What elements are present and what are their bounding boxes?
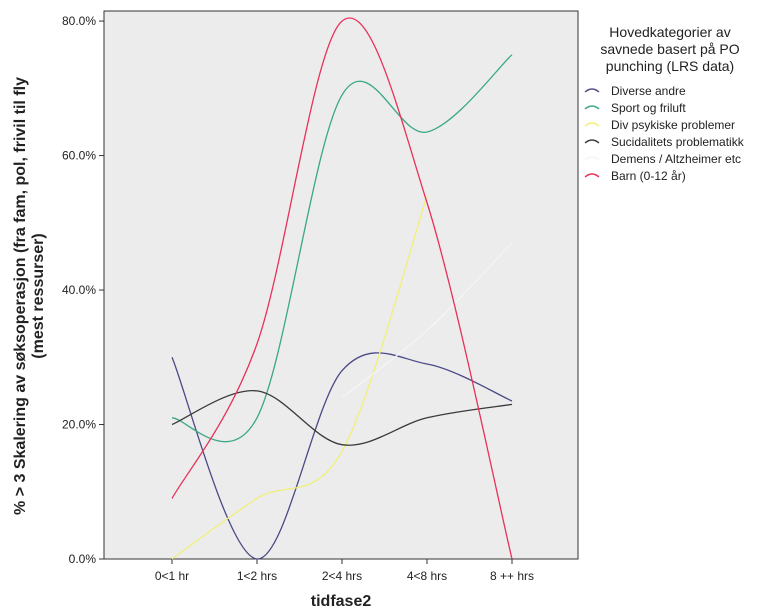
y-tick-label: 40.0% xyxy=(62,283,96,297)
series-line-sport-og-friluft xyxy=(171,54,513,443)
y-axis-title: % > 3 Skalering av søksoperasjon (fra fa… xyxy=(12,77,47,515)
legend-swatch xyxy=(584,122,600,127)
legend: Hovedkategorier av savnede basert på PO … xyxy=(584,24,745,183)
y-axis: 0.0% 20.0% 40.0% 60.0% 80.0% xyxy=(62,14,104,566)
y-tick-label: 20.0% xyxy=(62,418,96,432)
series-line-barn-0-12-r xyxy=(171,17,513,560)
series-lines xyxy=(171,17,513,560)
x-axis-title: tidfase2 xyxy=(311,593,372,610)
legend-title-line-2: savnede basert på PO xyxy=(600,41,739,57)
x-axis: 0<1 hr 1<2 hrs 2<4 hrs 4<8 hrs 8 ++ hrs xyxy=(155,559,534,583)
plot-area xyxy=(103,10,579,560)
legend-title-line-1: Hovedkategorier av xyxy=(609,24,730,40)
legend-title-line-3: punching (LRS data) xyxy=(606,58,734,74)
legend-items: Diverse andre Sport og friluft Div psykisk… xyxy=(584,84,745,183)
y-tick-label: 60.0% xyxy=(62,149,96,163)
legend-swatch xyxy=(584,156,600,161)
legend-label: Div psykiske problemer xyxy=(611,118,735,132)
series-line-demens-altzheimer-etc xyxy=(341,242,513,399)
y-tick-label: 80.0% xyxy=(62,14,96,28)
x-tick-label: 1<2 hrs xyxy=(237,569,277,583)
x-tick-label: 8 ++ hrs xyxy=(490,569,534,583)
series-line-div-psykiske-problemer xyxy=(171,195,428,560)
legend-swatch xyxy=(584,88,600,93)
legend-label: Sucidalitets problematikk xyxy=(611,135,745,149)
legend-label: Diverse andre xyxy=(611,84,686,98)
legend-swatch xyxy=(584,105,600,110)
legend-label: Barn (0-12 år) xyxy=(611,169,686,183)
y-axis-title-line-1: % > 3 Skalering av søksoperasjon (fra fa… xyxy=(12,77,29,515)
y-axis-title-line-2: (mest ressurser) xyxy=(30,233,47,358)
series-line-diverse-andre xyxy=(171,352,513,560)
legend-swatch xyxy=(584,173,600,178)
legend-label: Sport og friluft xyxy=(611,101,686,115)
legend-label: Demens / Altzheimer etc xyxy=(611,152,741,166)
x-tick-label: 0<1 hr xyxy=(155,569,189,583)
legend-swatch xyxy=(584,139,600,144)
series-line-sucidalitets-problematikk xyxy=(171,390,513,446)
x-tick-label: 4<8 hrs xyxy=(407,569,447,583)
x-tick-label: 2<4 hrs xyxy=(322,569,362,583)
y-tick-label: 0.0% xyxy=(69,552,97,566)
